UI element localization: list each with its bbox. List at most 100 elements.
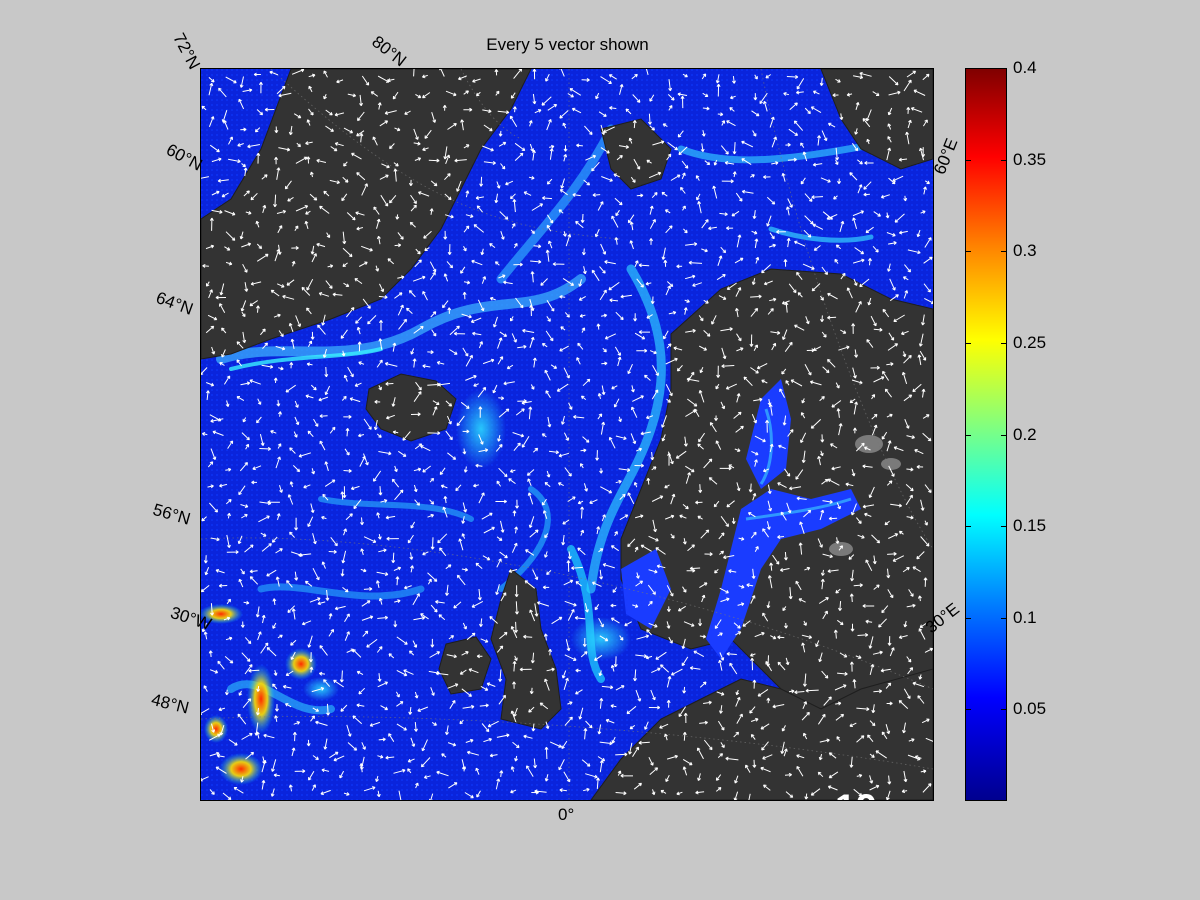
vector-arrow [461, 651, 469, 656]
vector-arrow [291, 245, 299, 250]
vector-arrow [647, 113, 652, 125]
inland-seas [621, 379, 861, 659]
vector-arrow [708, 477, 718, 485]
vector-arrow [765, 74, 771, 79]
vector-arrow [648, 535, 659, 542]
vector-arrow [633, 313, 638, 322]
vector-arrow [218, 707, 226, 712]
vector-arrow [882, 370, 890, 381]
vector-arrow [729, 662, 738, 675]
vector-arrow [286, 279, 295, 286]
vector-arrow [307, 430, 314, 438]
vector-arrow [576, 357, 581, 365]
vector-arrow [802, 151, 808, 162]
vector-arrow [665, 774, 670, 783]
vector-arrow [545, 73, 550, 82]
vector-arrow [510, 710, 517, 723]
vector-arrow [647, 600, 653, 606]
vector-arrow [481, 512, 493, 520]
vector-arrow [560, 178, 565, 189]
vector-arrow [242, 417, 247, 423]
vector-arrow [511, 223, 516, 229]
vector-arrow [323, 738, 328, 750]
vector-arrow [326, 232, 331, 239]
vector-arrow [698, 315, 704, 322]
vector-arrow [898, 700, 909, 709]
vector-arrow [580, 651, 588, 658]
vector-arrow [436, 360, 445, 365]
vector-arrow [636, 348, 648, 353]
vector-arrow [803, 509, 812, 518]
vector-arrow [700, 529, 710, 539]
vector-arrow [689, 666, 701, 670]
vector-arrow [753, 93, 758, 101]
vector-arrow [812, 90, 820, 95]
vector-arrow [249, 300, 258, 307]
lakes [829, 435, 901, 556]
vector-arrow [354, 278, 363, 285]
vector-arrow [906, 515, 914, 520]
vector-arrow [666, 676, 672, 688]
vector-arrow [414, 722, 418, 732]
vector-arrow [273, 313, 281, 318]
vector-arrow [377, 615, 388, 620]
vector-arrow [325, 125, 334, 132]
vector-arrow [898, 230, 908, 235]
vector-arrow [427, 350, 434, 355]
vector-arrow [462, 429, 470, 434]
vector-arrow [546, 119, 552, 131]
vector-arrow [392, 91, 399, 100]
vector-arrow [363, 418, 372, 430]
vector-arrow [852, 679, 857, 689]
vector-arrow [462, 291, 467, 300]
vector-arrow [510, 789, 517, 794]
vector-arrow [863, 446, 871, 451]
vector-arrow [777, 635, 785, 640]
vector-arrow [376, 218, 381, 229]
vector-arrow [788, 486, 802, 491]
vector-arrow [290, 639, 297, 646]
vector-arrow [685, 465, 695, 473]
vector-arrow [527, 492, 534, 505]
vector-arrow [750, 717, 759, 722]
vector-arrow [785, 380, 790, 386]
vector-arrow [236, 341, 244, 349]
vector-arrow [206, 390, 210, 400]
vector-arrow [423, 775, 431, 779]
vector-arrow [355, 316, 363, 324]
vector-arrow [252, 465, 262, 471]
vector-arrow [591, 581, 602, 587]
vector-arrow [750, 733, 756, 740]
vector-arrow [720, 742, 725, 749]
vector-arrow [836, 408, 841, 418]
vector-arrow [256, 243, 263, 250]
vector-arrow [514, 755, 518, 762]
vector-arrow [818, 753, 823, 761]
vector-arrow [266, 647, 277, 657]
vector-arrow [298, 452, 312, 458]
vector-arrow [737, 602, 745, 607]
vector-arrow [916, 551, 925, 560]
vector-arrow [736, 713, 743, 724]
vector-arrow [205, 325, 215, 334]
vector-arrow [429, 793, 434, 800]
vector-arrow [513, 442, 521, 452]
vector-arrow [430, 537, 435, 550]
vector-arrow [309, 597, 321, 603]
vector-arrow [794, 690, 805, 695]
vector-arrow [862, 504, 875, 509]
vector-arrow [692, 282, 702, 287]
vector-arrow [408, 707, 413, 715]
vector-arrow [906, 70, 917, 78]
vector-arrow [892, 555, 905, 562]
vector-arrow [378, 597, 383, 605]
vector-arrow [678, 706, 687, 717]
vector-arrow [602, 563, 615, 569]
vector-arrow [924, 297, 933, 305]
vector-arrow [544, 774, 549, 782]
vector-arrow [402, 431, 411, 441]
vector-arrow [635, 572, 640, 579]
vector-arrow [831, 466, 841, 471]
vector-arrow [514, 621, 518, 633]
vector-arrow [498, 141, 507, 147]
